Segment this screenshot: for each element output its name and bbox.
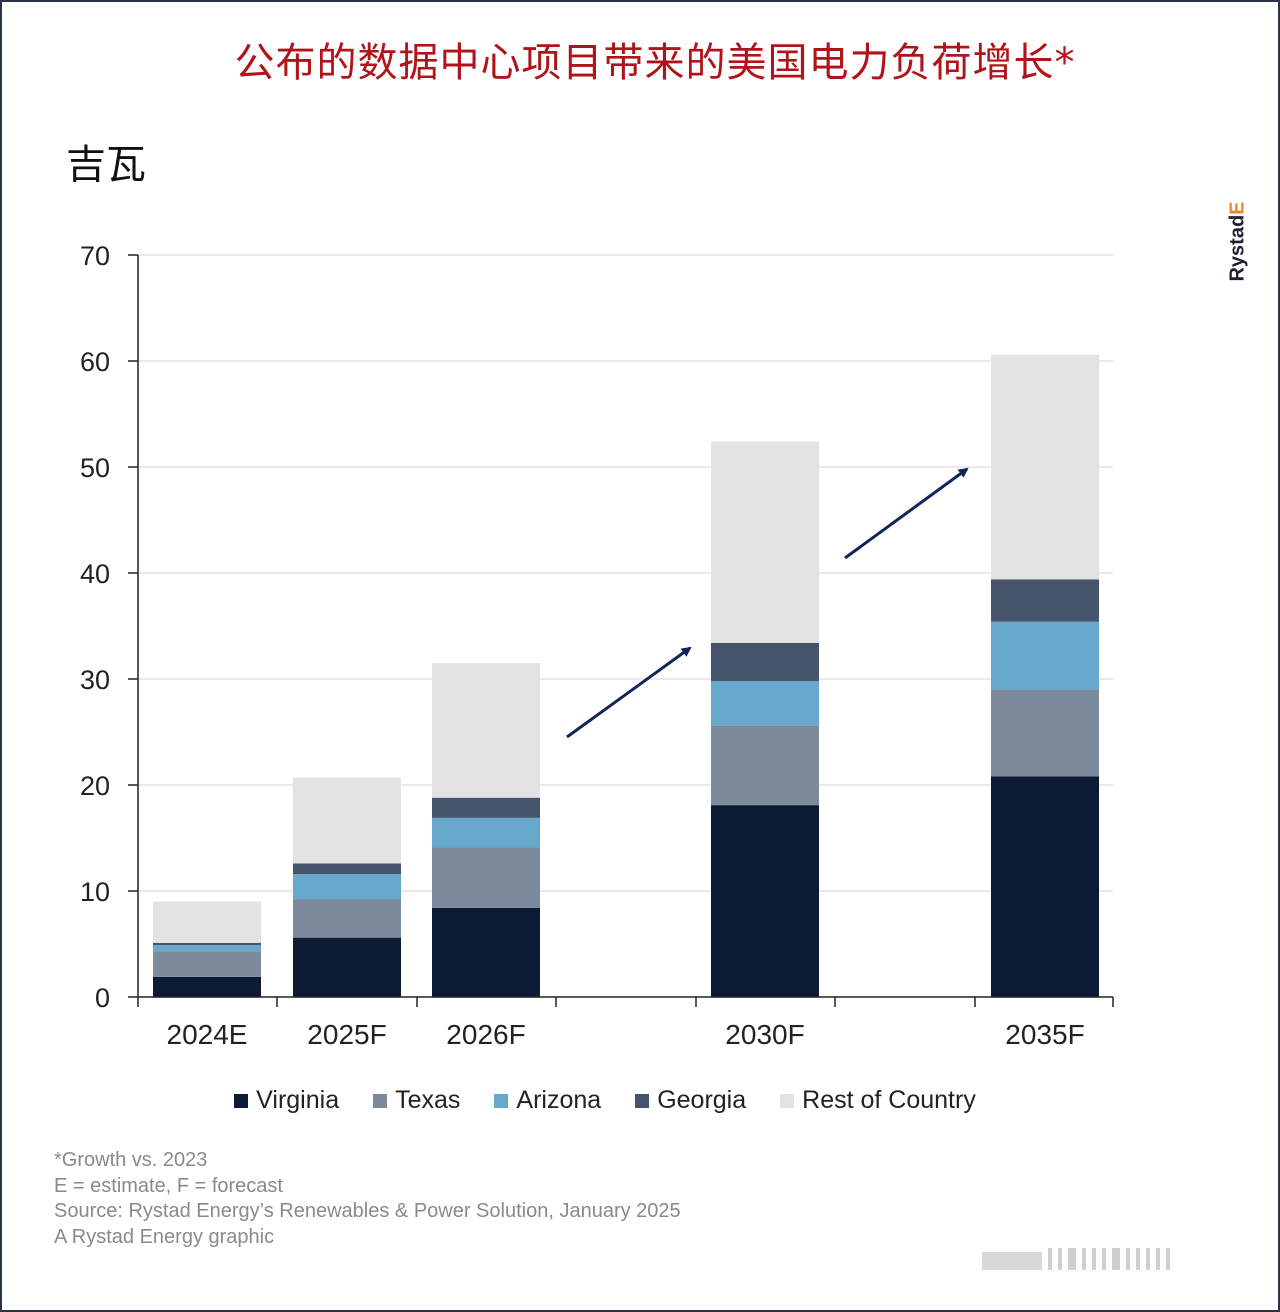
- bar-segment-arizona: [153, 945, 261, 952]
- y-tick-label: 0: [95, 983, 110, 1013]
- bar-segment-rest-of-country: [711, 441, 819, 643]
- bar-segment-virginia: [432, 907, 540, 997]
- x-tick-label: 2024E: [167, 1019, 248, 1050]
- bar-segment-rest-of-country: [432, 663, 540, 798]
- bar-segment-arizona: [293, 874, 401, 900]
- bar-segment-arizona: [432, 817, 540, 848]
- y-tick-label: 30: [80, 665, 110, 695]
- bar-segment-rest-of-country: [991, 354, 1099, 580]
- bar-segment-georgia: [991, 579, 1099, 622]
- y-tick-label: 50: [80, 453, 110, 483]
- bar-segment-texas: [153, 951, 261, 977]
- trend-arrow: [844, 467, 969, 560]
- legend-item: Virginia: [234, 1086, 339, 1115]
- gridlines: [138, 254, 1113, 892]
- bar-segment-georgia: [432, 797, 540, 818]
- legend: Virginia Texas Arizona Georgia Rest of C…: [0, 1086, 1210, 1115]
- bar-segment-virginia: [153, 976, 261, 997]
- bar-segment-georgia: [153, 942, 261, 946]
- y-axis: 0 10 20 30 40 50 60 70: [80, 241, 139, 1013]
- bar-segment-virginia: [991, 776, 1099, 997]
- legend-label: Texas: [395, 1086, 461, 1114]
- x-tick-label: 2035F: [1005, 1019, 1084, 1050]
- x-axis: 2024E 2025F 2026F 2030F 2035F: [137, 996, 1114, 1050]
- y-tick-label: 20: [80, 771, 110, 801]
- legend-item: Arizona: [494, 1086, 601, 1115]
- bar-segment-rest-of-country: [293, 777, 401, 864]
- bar-segment-georgia: [293, 863, 401, 875]
- legend-item: Texas: [373, 1086, 460, 1115]
- footnote-growth: *Growth vs. 2023: [54, 1149, 208, 1171]
- footnote-credit: A Rystad Energy graphic: [54, 1225, 275, 1248]
- y-tick-label: 10: [80, 877, 110, 907]
- legend-swatch-virginia: [234, 1093, 249, 1108]
- legend-swatch-texas: [373, 1093, 388, 1108]
- bars: [153, 354, 1099, 997]
- x-tick-label: 2030F: [725, 1019, 804, 1050]
- footnote-source: Source: Rystad Energy’s Renewables & Pow…: [54, 1200, 681, 1223]
- footnotes: *Growth vs. 2023 E = estimate, F = forec…: [54, 1148, 681, 1250]
- bar-segment-virginia: [711, 805, 819, 997]
- watermark-barcode-icon: [982, 1248, 1170, 1270]
- legend-label: Virginia: [256, 1086, 340, 1114]
- legend-swatch-georgia: [635, 1093, 650, 1108]
- bar-segment-arizona: [991, 621, 1099, 690]
- bar-segment-texas: [293, 899, 401, 938]
- bar-segment-rest-of-country: [153, 901, 261, 943]
- y-tick-label: 60: [80, 347, 110, 377]
- trend-arrow: [566, 646, 692, 739]
- x-tick-label: 2026F: [446, 1019, 525, 1050]
- legend-item: Georgia: [635, 1086, 746, 1115]
- bar-segment-texas: [991, 689, 1099, 777]
- bar-segment-virginia: [293, 937, 401, 997]
- y-tick-label: 40: [80, 559, 110, 589]
- chart-title: 公布的数据中心项目带来的美国电力负荷增长*: [234, 40, 1076, 86]
- legend-item: Rest of Country: [780, 1086, 976, 1115]
- footnote-legend-key: E = estimate, F = forecast: [54, 1174, 283, 1197]
- bar-segment-georgia: [711, 642, 819, 682]
- legend-label: Rest of Country: [802, 1086, 976, 1114]
- legend-swatch-arizona: [494, 1093, 509, 1108]
- legend-swatch-rest-of-country: [780, 1093, 795, 1108]
- legend-label: Arizona: [516, 1086, 602, 1114]
- bar-segment-texas: [711, 725, 819, 806]
- stacked-bar-chart: 0 10 20 30 40 50 60 70 2024E 2025F 2026F 2030F 2035…: [80, 241, 1114, 1050]
- bar-segment-texas: [432, 847, 540, 908]
- y-axis-unit-label: 吉瓦: [66, 142, 146, 188]
- y-tick-label: 70: [80, 241, 110, 271]
- legend-label: Georgia: [657, 1086, 747, 1114]
- x-tick-label: 2025F: [307, 1019, 386, 1050]
- trend-arrows: [566, 467, 969, 739]
- bar-segment-arizona: [711, 681, 819, 726]
